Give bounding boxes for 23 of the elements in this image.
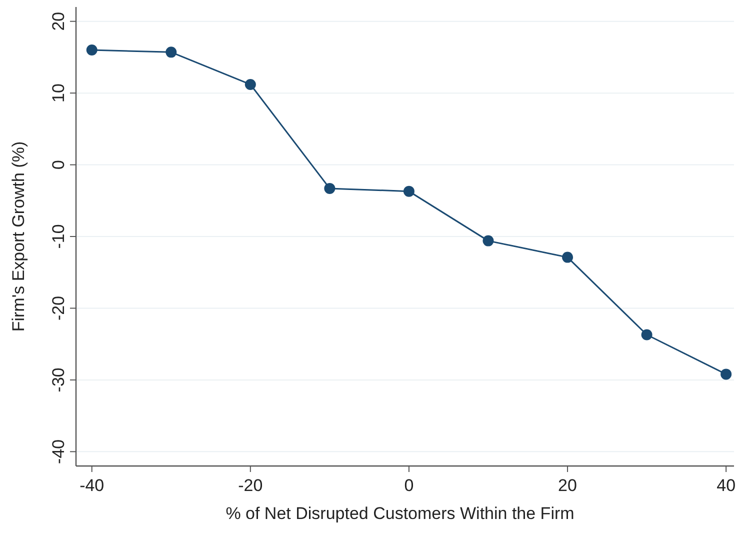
point xyxy=(86,44,98,56)
y-tick-label: 20 xyxy=(49,12,68,31)
y-tick-label: 10 xyxy=(49,84,68,103)
point xyxy=(403,186,414,197)
x-tick-label: 0 xyxy=(404,476,414,495)
point xyxy=(641,329,652,340)
point xyxy=(482,235,494,246)
point xyxy=(166,46,177,58)
x-tick-label: 40 xyxy=(716,476,736,495)
x-tick-label: 20 xyxy=(558,476,577,495)
x-tick-label: -40 xyxy=(80,476,104,495)
point xyxy=(562,252,574,263)
y-tick-label: -20 xyxy=(49,296,68,321)
point xyxy=(244,78,256,90)
point xyxy=(324,182,336,194)
y-tick-label: 0 xyxy=(49,160,68,170)
y-tick-label: -30 xyxy=(49,368,68,392)
y-tick-label: -40 xyxy=(49,439,68,464)
x-tick-label: -20 xyxy=(238,476,263,495)
x-axis-title: % of Net Disrupted Customers Within the Firm xyxy=(226,504,574,523)
y-axis-title: Firm's Export Growth (%) xyxy=(9,141,28,332)
point xyxy=(720,368,732,380)
y-tick-label: -10 xyxy=(49,224,68,249)
